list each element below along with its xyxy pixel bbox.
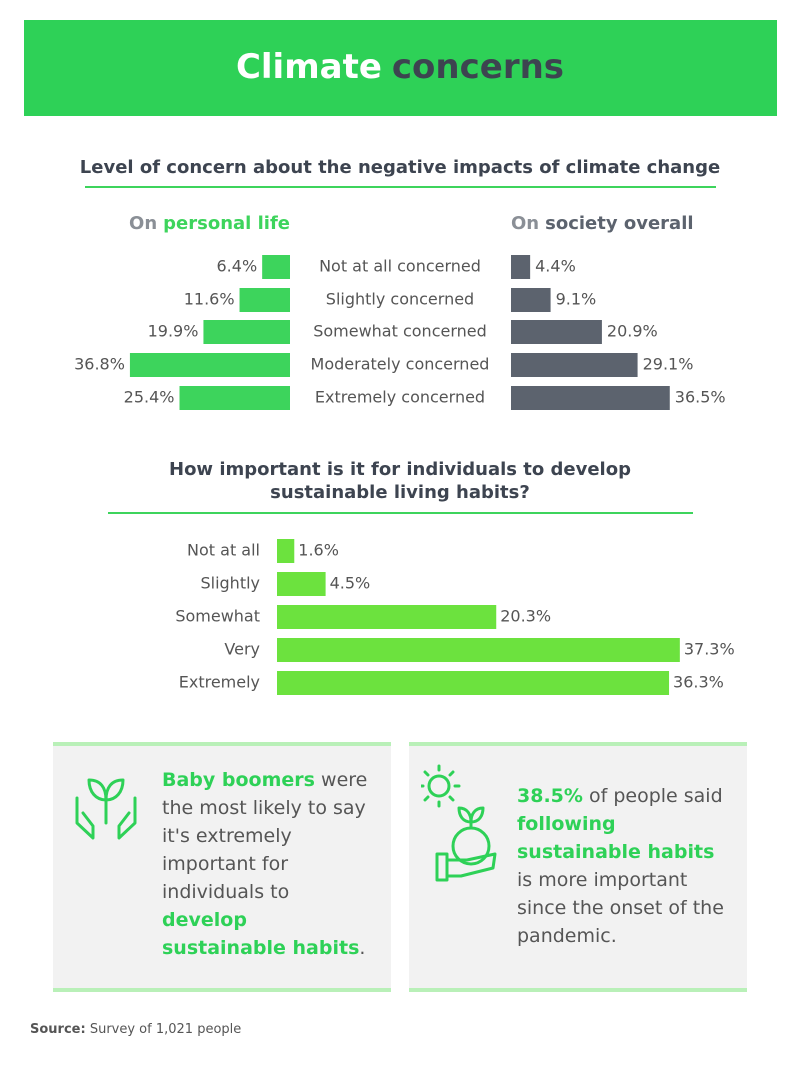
value-label: 36.3%	[673, 673, 724, 692]
value-label: 29.1%	[643, 355, 694, 374]
bar	[511, 320, 602, 344]
highlight-text: 38.5%	[517, 785, 583, 807]
chart-title: How important is it for individuals to d…	[169, 459, 631, 503]
body-text: were the most likely to say it's extreme…	[162, 769, 368, 903]
title-part: concerns	[392, 47, 564, 87]
category-label: Extremely concerned	[315, 388, 485, 407]
series-name: On personal life	[129, 213, 290, 234]
bar	[262, 255, 290, 279]
body-text: .	[359, 937, 366, 959]
category-label: Somewhat	[175, 607, 260, 626]
bar	[511, 288, 551, 312]
highlight-text: Baby boomers	[162, 769, 315, 791]
plant-hands-icon	[75, 778, 137, 840]
source-label: Source:	[30, 1022, 86, 1037]
bar	[511, 386, 670, 410]
callout-box: 38.5% of people said following sustainab…	[409, 742, 747, 992]
highlight-text: following sustainable habits	[517, 813, 715, 863]
bar	[277, 671, 670, 695]
value-label: 36.5%	[675, 388, 726, 407]
title-part: Climate	[236, 47, 382, 87]
bar	[277, 638, 680, 662]
bar	[203, 320, 290, 344]
globe-hand-icon	[421, 764, 497, 882]
bar	[277, 539, 295, 563]
page-title: Climate concerns	[236, 47, 564, 87]
callout-text: Baby boomers were the most likely to say…	[162, 766, 377, 962]
value-label: 19.9%	[148, 322, 199, 341]
value-label: 11.6%	[184, 290, 235, 309]
value-label: 37.3%	[684, 640, 735, 659]
value-label: 20.3%	[500, 607, 551, 626]
value-label: 6.4%	[217, 257, 258, 276]
value-label: 1.6%	[298, 541, 339, 560]
chart-title: Level of concern about the negative impa…	[80, 157, 720, 178]
category-label: Not at all concerned	[319, 257, 481, 276]
source: Source: Survey of 1,021 people	[30, 1022, 241, 1037]
bar	[129, 353, 290, 377]
category-label: Slightly concerned	[326, 290, 474, 309]
value-label: 36.8%	[74, 355, 125, 374]
value-label: 4.5%	[330, 574, 371, 593]
category-label: Not at all	[187, 541, 260, 560]
charts: Climate concerns Level of concern about t…	[24, 20, 777, 695]
value-label: 4.4%	[535, 257, 576, 276]
bar	[277, 605, 497, 629]
header-band	[24, 20, 777, 116]
series-name: On society overall	[511, 213, 694, 234]
highlight-text: develop sustainable habits	[162, 909, 360, 959]
value-label: 9.1%	[556, 290, 597, 309]
bar	[179, 386, 290, 410]
source-text: Survey of 1,021 people	[89, 1022, 242, 1037]
category-label: Somewhat concerned	[313, 322, 487, 341]
bar	[511, 353, 638, 377]
bar	[277, 572, 326, 596]
value-label: 25.4%	[124, 388, 175, 407]
category-label: Moderately concerned	[311, 355, 490, 374]
category-label: Extremely	[179, 673, 260, 692]
callout-box: Baby boomers were the most likely to say…	[53, 742, 391, 992]
category-label: Slightly	[200, 574, 260, 593]
callout-text: 38.5% of people said following sustainab…	[517, 782, 732, 950]
bar	[511, 255, 531, 279]
category-label: Very	[224, 640, 260, 659]
bar	[239, 288, 290, 312]
body-text: of people said	[582, 785, 723, 807]
value-label: 20.9%	[607, 322, 658, 341]
body-text: is more important since the onset of the…	[517, 869, 724, 947]
